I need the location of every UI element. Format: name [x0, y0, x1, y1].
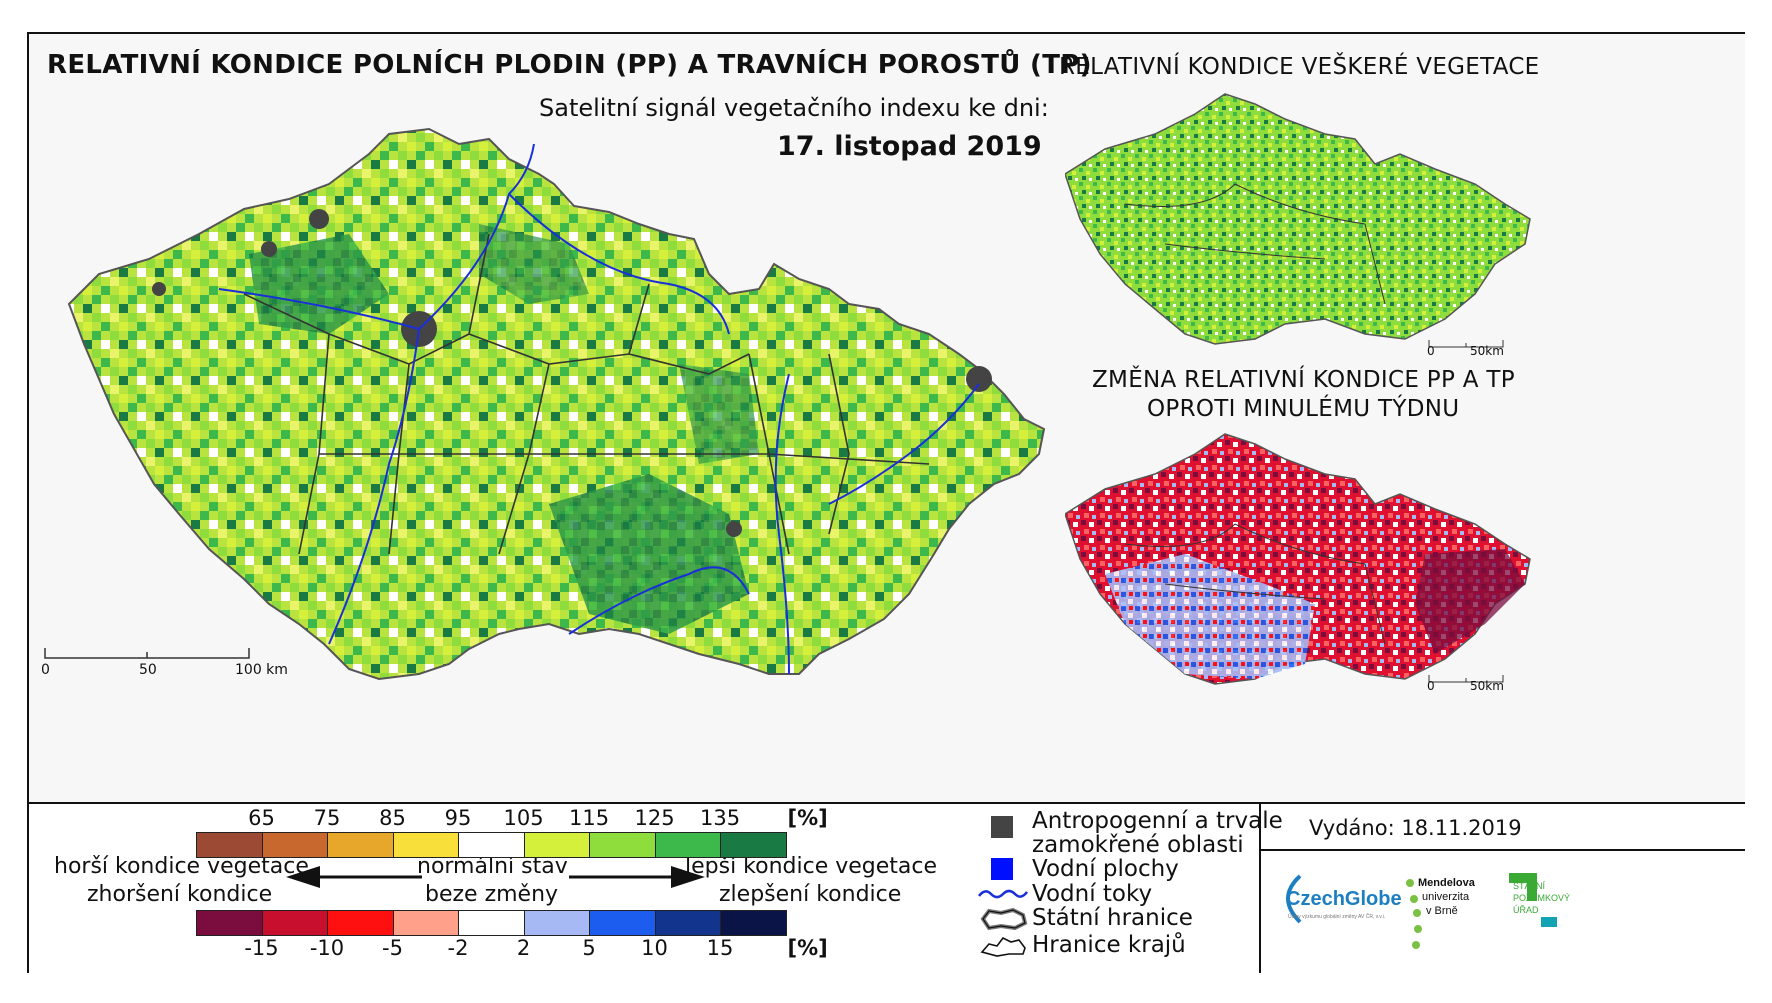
main-scale-bar	[44, 648, 250, 659]
mendel-text-3: v Brně	[1426, 905, 1458, 917]
condition-tick-label: 95	[444, 806, 472, 830]
subtitle: Satelitní signál vegetačního indexu ke d…	[539, 94, 1049, 122]
czechglobe-logo: CzechGlobe Ústav výzkumu globální změny …	[1274, 864, 1414, 964]
condition-swatch	[327, 832, 394, 858]
change-swatch	[589, 910, 656, 936]
small-scale-bar-top	[1428, 340, 1504, 348]
anthropogenic-swatch	[991, 816, 1013, 838]
state-border-icon	[980, 907, 1028, 931]
change-swatch	[654, 910, 721, 936]
change-tick-label: -15	[244, 936, 279, 960]
change-tick-label: 15	[706, 936, 734, 960]
small-scale-bottom-0: 0	[1427, 679, 1435, 693]
condition-change-minimap	[1065, 433, 1531, 685]
legend-divider	[1259, 804, 1261, 973]
condition-tick-label: 115	[569, 806, 610, 830]
side-title-top: RELATIVNÍ KONDICE VEŠKERÉ VEGETACE	[1059, 54, 1540, 80]
condition-swatch	[458, 832, 525, 858]
mendel-text-2: univerzita	[1422, 891, 1470, 903]
anthropogenic-label-2: zamokřené oblasti	[1032, 832, 1244, 858]
condition-swatch	[392, 832, 459, 858]
condition-tick-label: 105	[503, 806, 544, 830]
spu-mark-icon	[1509, 873, 1537, 901]
better-label-2: zlepšení kondice	[719, 882, 902, 907]
change-tick-label: 5	[582, 936, 596, 960]
change-swatch	[523, 910, 590, 936]
small-scale-bottom-50: 50km	[1470, 679, 1504, 693]
change-swatch	[196, 910, 263, 936]
normal-label-2: beze změny	[425, 882, 559, 907]
better-label-1: lepší kondice vegetace	[685, 854, 938, 879]
state-border-label: Státní hranice	[1032, 905, 1193, 931]
spu-text-1: STÁTNÍ	[1513, 881, 1546, 891]
worse-label-1: horší kondice vegetace	[54, 854, 309, 879]
anthropogenic-label-1: Antropogenní a trvale	[1032, 808, 1283, 834]
condition-tick-label: 75	[313, 806, 341, 830]
arrow-right-icon	[569, 866, 705, 888]
change-swatch	[327, 910, 394, 936]
change-swatch	[261, 910, 328, 936]
worse-label-2: zhoršení kondice	[87, 882, 273, 907]
water-bodies-swatch	[991, 858, 1013, 880]
change-tick-label: 10	[641, 936, 668, 960]
river-line-icon	[978, 889, 1028, 899]
map-panel: RELATIVNÍ KONDICE POLNÍCH PLODIN (PP) A …	[29, 34, 1745, 802]
condition-tick-label: [%]	[787, 806, 828, 830]
change-tick-label: -5	[382, 936, 403, 960]
change-swatch	[458, 910, 525, 936]
water-bodies-label: Vodní plochy	[1032, 856, 1179, 882]
small-scale-top-0: 0	[1427, 344, 1435, 358]
map-frame: RELATIVNÍ KONDICE POLNÍCH PLODIN (PP) A …	[27, 32, 1745, 975]
rivers-label: Vodní toky	[1032, 881, 1153, 907]
small-scale-top-50: 50km	[1470, 344, 1504, 358]
main-title: RELATIVNÍ KONDICE POLNÍCH PLODIN (PP) A …	[47, 50, 1092, 80]
region-border-icon	[980, 936, 1026, 957]
spu-teal-block	[1541, 917, 1557, 927]
main-condition-map	[67, 127, 1046, 681]
condition-swatch	[654, 832, 721, 858]
czechglobe-arc-icon	[1286, 874, 1302, 924]
change-tick-label: [%]	[787, 936, 828, 960]
legend-panel: horší kondice vegetace zhoršení kondice …	[29, 802, 1745, 975]
change-tick-label: -10	[309, 936, 345, 960]
czechglobe-logo-text: CzechGlobe	[1286, 888, 1402, 910]
spu-text-2: POZEMKOVÝ	[1513, 893, 1571, 903]
date-title: 17. listopad 2019	[777, 131, 1042, 162]
issued-divider	[1259, 849, 1745, 851]
condition-swatch	[589, 832, 656, 858]
region-border-label: Hranice krajů	[1032, 932, 1186, 958]
mendel-dots-icon	[1406, 879, 1422, 949]
issued-date: Vydáno: 18.11.2019	[1309, 816, 1522, 840]
vegetation-condition-minimap	[1065, 93, 1531, 345]
change-tick-label: -2	[447, 936, 469, 960]
change-tick-label: 2	[516, 936, 531, 960]
change-swatch	[720, 910, 787, 936]
condition-swatch	[261, 832, 328, 858]
mendel-text-1: Mendelova	[1418, 877, 1475, 889]
side-title-bottom-2: OPROTI MINULÉMU TÝDNU	[1147, 396, 1460, 422]
spu-text-3: ÚŘAD	[1513, 905, 1539, 915]
condition-tick-label: 85	[379, 806, 406, 830]
condition-tick-label: 65	[248, 806, 275, 830]
condition-swatch	[196, 832, 263, 858]
main-scale-label-0: 0	[41, 662, 50, 678]
condition-tick-label: 135	[700, 806, 741, 830]
small-scale-bar-bottom	[1428, 675, 1504, 683]
main-scale-label-100: 100 km	[235, 662, 288, 678]
arrow-left-icon	[286, 866, 422, 888]
change-swatch	[392, 910, 459, 936]
side-title-bottom-1: ZMĚNA RELATIVNÍ KONDICE PP A TP	[1092, 367, 1515, 393]
normal-label-1: normální stav	[417, 854, 568, 879]
main-scale-label-50: 50	[139, 662, 157, 678]
condition-swatch	[720, 832, 787, 858]
condition-swatch	[523, 832, 590, 858]
mendel-university-logo: Mendelova univerzita v Brně	[1404, 877, 1504, 959]
spu-logo: STÁTNÍ POZEMKOVÝ ÚŘAD	[1509, 869, 1599, 969]
czechglobe-logo-subtext: Ústav výzkumu globální změny AV ČR, v.v.…	[1288, 914, 1386, 920]
condition-tick-label: 125	[634, 806, 675, 830]
